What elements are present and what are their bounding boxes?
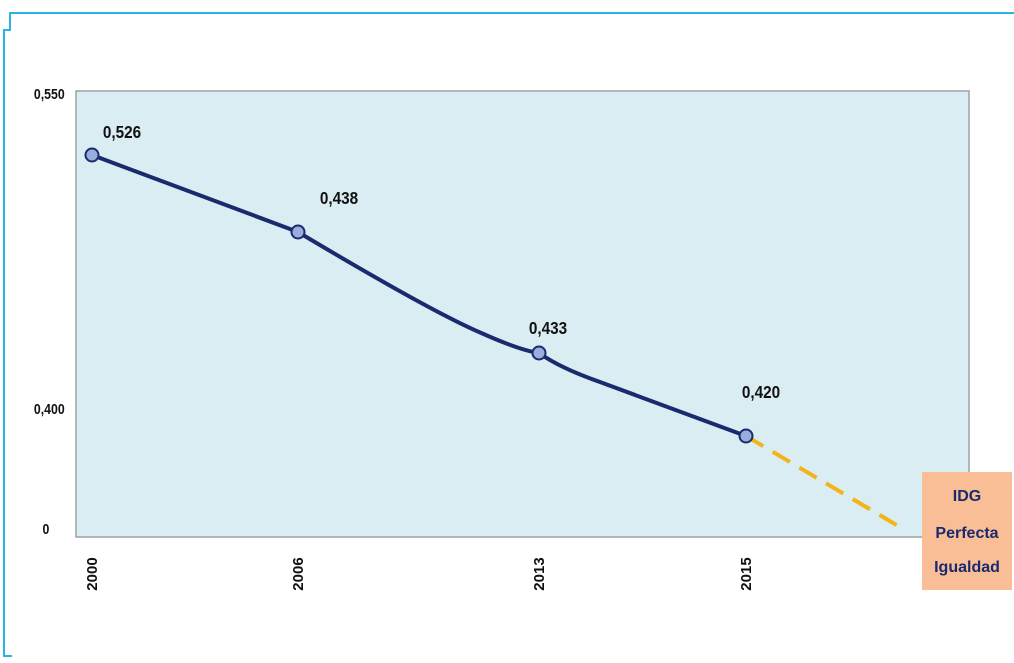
y-tick-label: 0,550 xyxy=(34,86,65,102)
x-tick-label: 2015 xyxy=(738,557,755,590)
data-point-marker xyxy=(531,345,547,361)
x-tick-label: 2000 xyxy=(84,557,101,590)
data-point-marker xyxy=(738,428,754,444)
y-tick-label: 0 xyxy=(42,521,49,537)
target-box-background xyxy=(922,472,1012,590)
x-axis-ticks: 2000 2006 2013 2015 xyxy=(84,557,755,590)
data-label: 0,420 xyxy=(742,382,780,402)
data-labels: 0,526 0,438 0,433 0,420 xyxy=(103,122,780,402)
x-tick-label: 2013 xyxy=(531,557,548,590)
x-tick-label: 2006 xyxy=(290,557,307,590)
data-label: 0,438 xyxy=(320,188,358,208)
target-label-line: IDG xyxy=(953,488,981,505)
plot-area xyxy=(75,90,970,538)
target-label-line: Perfecta xyxy=(935,525,998,542)
target-label-line: Igualdad xyxy=(934,559,1000,576)
data-label: 0,526 xyxy=(103,122,141,142)
markers xyxy=(84,147,754,444)
chart-frame xyxy=(3,12,1014,657)
data-point-marker xyxy=(290,224,306,240)
series-line xyxy=(90,153,748,438)
data-label: 0,433 xyxy=(529,318,567,338)
y-tick-label: 0,400 xyxy=(34,401,65,417)
target-box: IDG Perfecta Igualdad xyxy=(922,472,1012,590)
data-point-marker xyxy=(84,147,100,163)
